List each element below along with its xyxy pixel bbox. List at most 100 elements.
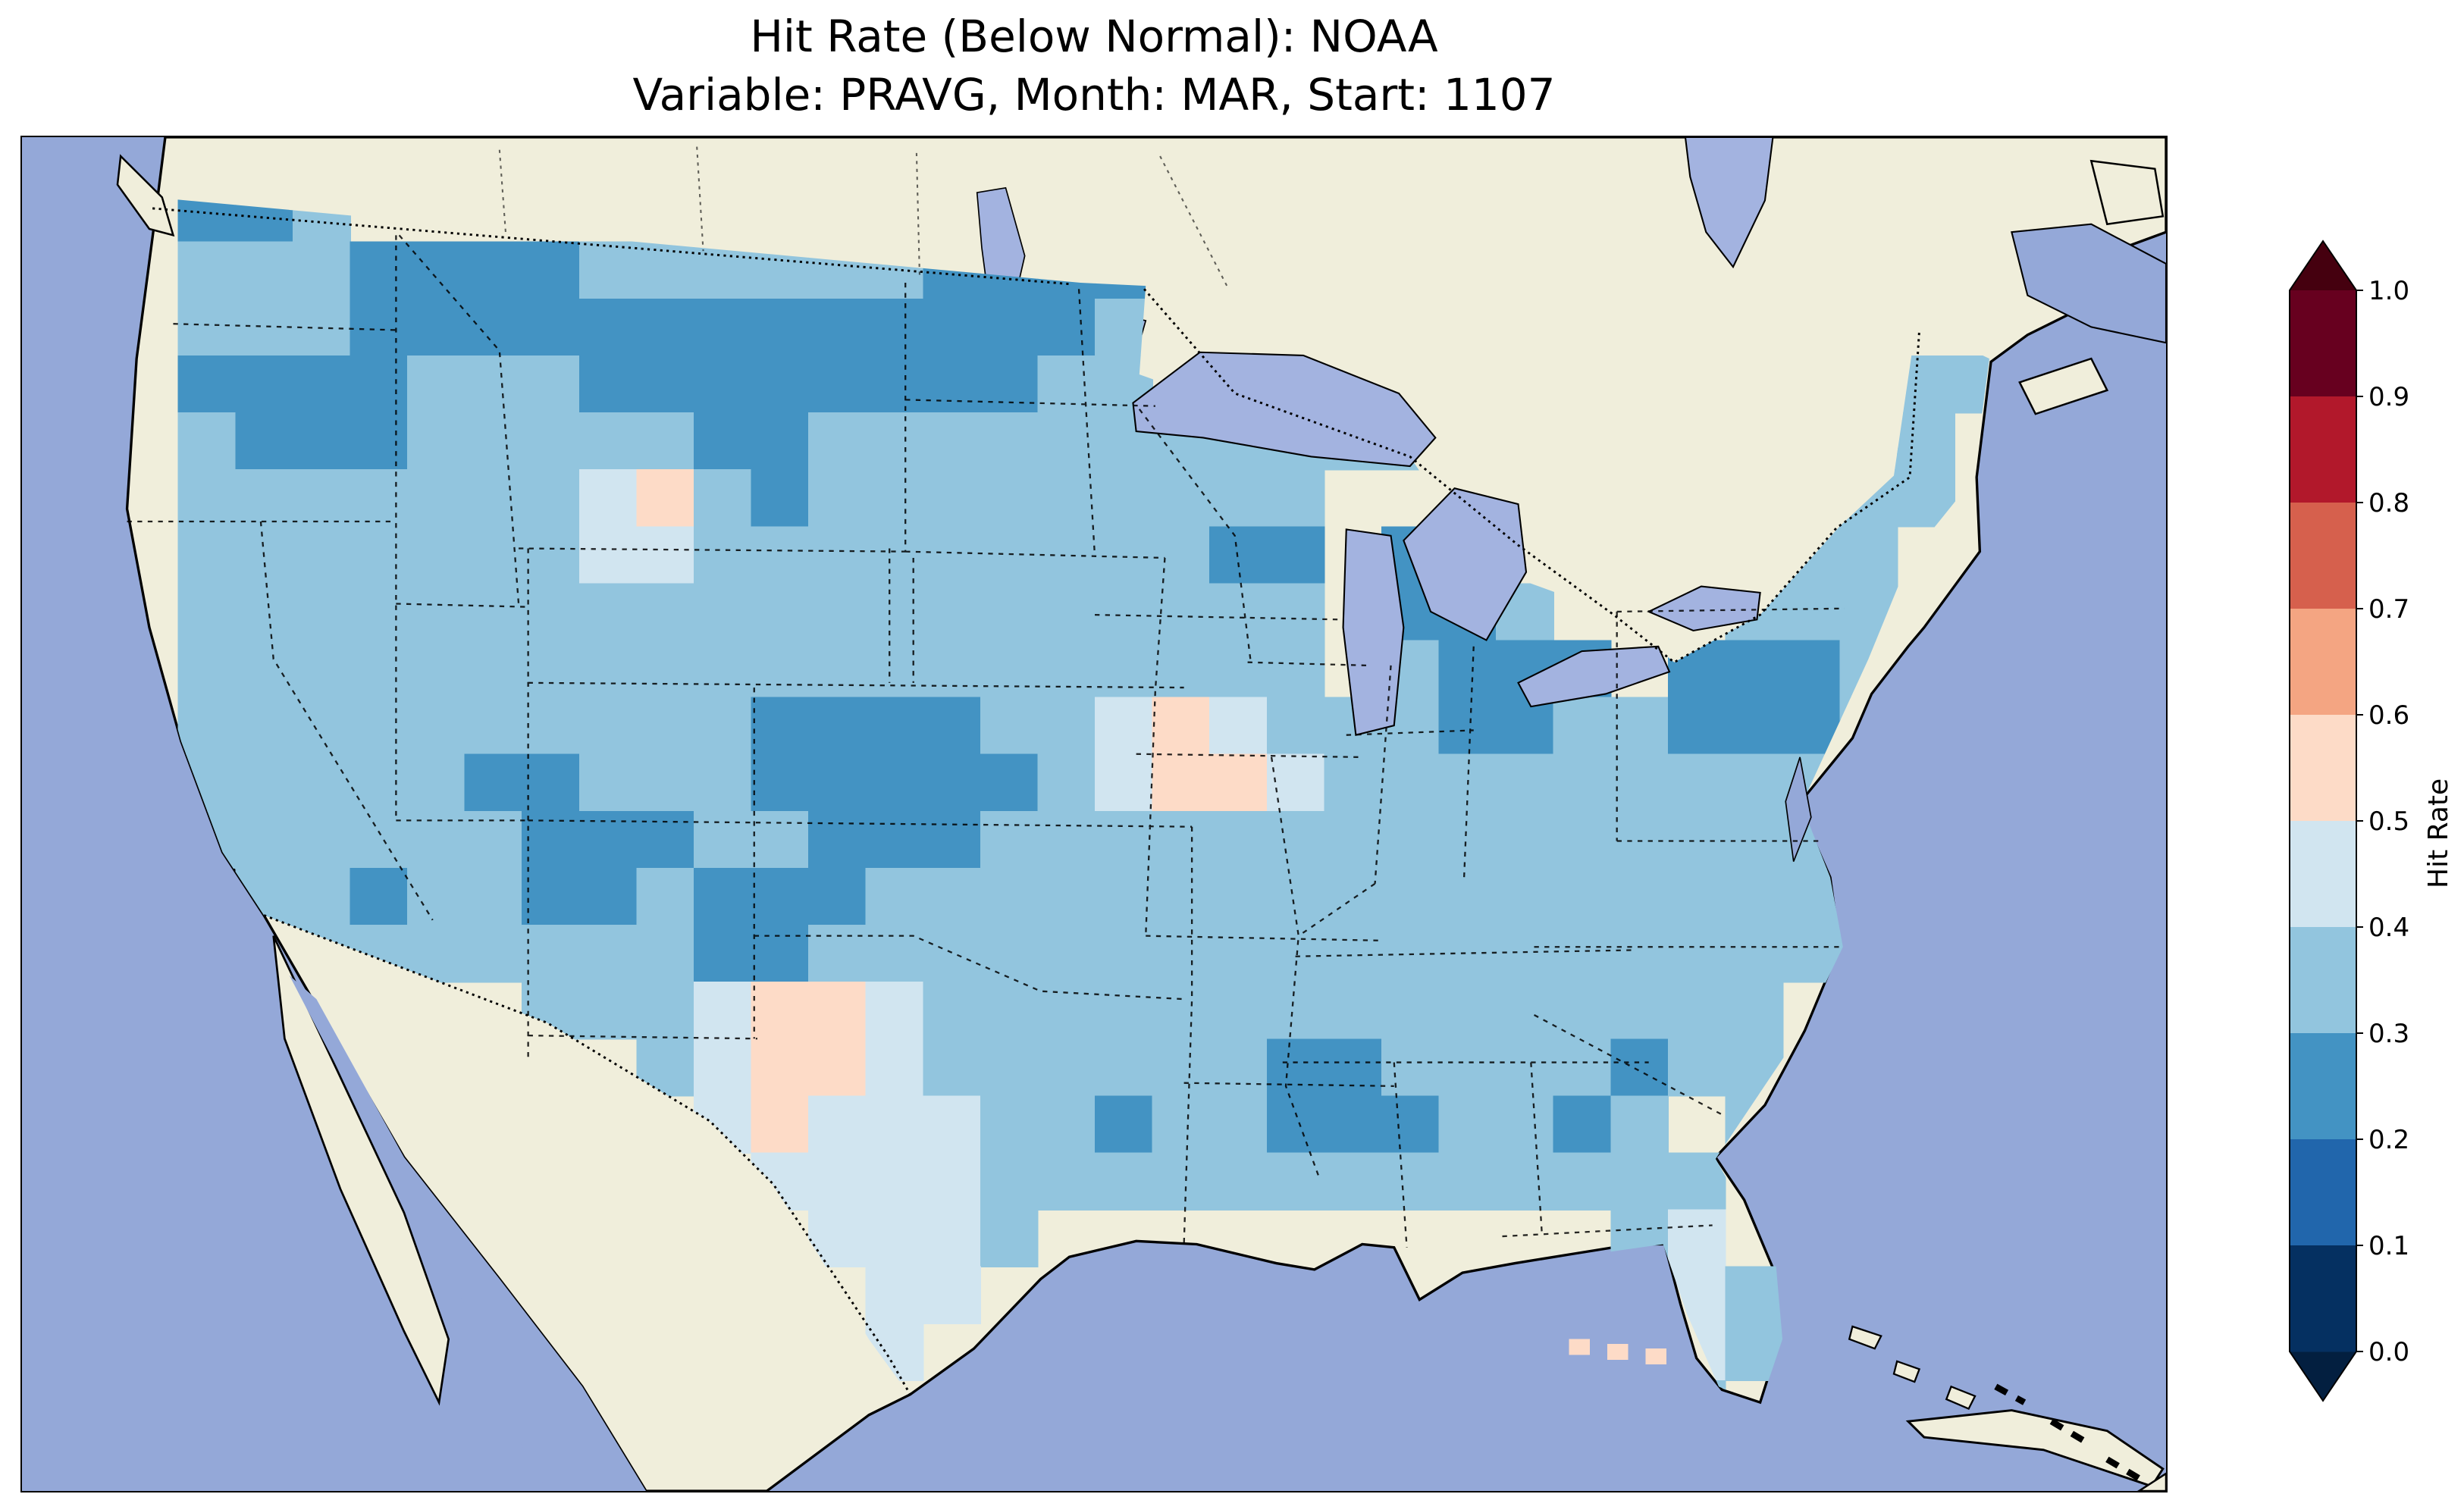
heatmap-cell	[980, 753, 1039, 813]
heatmap-cell	[292, 810, 351, 869]
heatmap-cell	[1438, 1038, 1497, 1097]
heatmap-cell	[1438, 982, 1497, 1040]
heatmap-cell	[751, 469, 810, 528]
heatmap-cell	[808, 925, 867, 983]
colorbar-tick-label: 0.4	[2368, 913, 2409, 943]
heatmap-cell	[1496, 1152, 1554, 1211]
heatmap-cell	[1209, 583, 1268, 641]
heatmap-cell	[865, 412, 924, 471]
heatmap-cell	[522, 697, 581, 755]
heatmap-cell	[636, 925, 695, 983]
heatmap-cell	[1496, 753, 1554, 813]
heatmap-cell	[522, 469, 581, 528]
heatmap-cell	[464, 412, 523, 471]
heatmap-cell	[1037, 867, 1096, 926]
heatmap-cell	[350, 241, 409, 300]
heatmap-cell	[407, 867, 466, 926]
heatmap-cell	[751, 412, 810, 471]
heatmap-cell	[1496, 697, 1554, 755]
heatmap-cell	[177, 412, 237, 471]
heatmap-cell	[1438, 867, 1497, 926]
heatmap-cell	[751, 810, 810, 869]
heatmap-cell	[407, 640, 466, 698]
heatmap-cell	[1553, 1095, 1612, 1154]
heatmap-cell	[1152, 697, 1211, 755]
heatmap-cell	[235, 469, 294, 528]
heatmap-cell	[464, 753, 523, 813]
heatmap-cell	[292, 469, 351, 528]
heatmap-cell	[923, 1095, 982, 1154]
heatmap-cell	[808, 640, 867, 698]
heatmap-cell	[350, 867, 409, 926]
heatmap-cell	[808, 867, 867, 926]
heatmap-cell	[808, 526, 867, 584]
heatmap-cell	[1381, 753, 1440, 813]
heatmap-cell	[350, 640, 409, 698]
heatmap-cell	[407, 925, 466, 983]
heatmap-cell	[980, 1038, 1039, 1097]
heatmap-cell	[808, 583, 867, 641]
heatmap-cell	[292, 355, 351, 414]
heatmap-cell	[1381, 982, 1440, 1040]
heatmap-cell	[693, 867, 752, 926]
heatmap-cell	[1095, 640, 1153, 698]
heatmap-cell	[808, 412, 867, 471]
heatmap-cell	[235, 810, 294, 869]
heatmap-cell	[1152, 753, 1211, 813]
heatmap-cell	[522, 867, 581, 926]
heatmap-cell	[1266, 469, 1325, 528]
heatmap-cell	[1725, 753, 1784, 813]
heatmap-cell	[1095, 583, 1153, 641]
heatmap-cell	[1037, 640, 1096, 698]
heatmap-cell	[1725, 810, 1784, 869]
heatmap-cell	[1152, 1095, 1211, 1154]
heatmap-cell	[808, 753, 867, 813]
heatmap-cell	[980, 355, 1039, 414]
heatmap-cell	[980, 526, 1039, 584]
heatmap-cell	[1095, 982, 1153, 1040]
heatmap-cell	[292, 867, 351, 926]
heatmap-cell	[235, 355, 294, 414]
heatmap-cell	[980, 469, 1039, 528]
colorbar-tick-label: 0.0	[2368, 1337, 2409, 1367]
lake-erie	[1517, 645, 1671, 708]
nova-scotia	[2018, 357, 2109, 415]
heatmap-cell	[636, 355, 695, 414]
heatmap-cell	[177, 197, 237, 243]
heatmap-cell	[1266, 1152, 1325, 1211]
heatmap-cell	[865, 925, 924, 983]
heatmap-cell	[1667, 1209, 1726, 1267]
heatmap-cell	[1610, 925, 1669, 983]
heatmap-cell	[808, 1152, 867, 1211]
heatmap-cell	[235, 640, 294, 698]
heatmap-cell	[693, 925, 752, 983]
heatmap-cell	[407, 810, 466, 869]
colorbar-tick-label: 0.1	[2368, 1231, 2409, 1261]
heatmap-cell	[407, 526, 466, 584]
baja-peninsula	[272, 935, 450, 1406]
heatmap-cell	[1037, 1038, 1096, 1097]
heatmap-cell	[522, 298, 581, 357]
heatmap-cell	[1095, 810, 1153, 869]
heatmap-cell	[1266, 583, 1325, 641]
heatmap-cell	[636, 697, 695, 755]
gulf-of-california	[289, 975, 646, 1491]
heatmap-cell	[1381, 810, 1440, 869]
heatmap-cell	[522, 640, 581, 698]
heatmap-cell	[235, 753, 294, 813]
colorbar-tick-label: 0.7	[2368, 594, 2409, 625]
heatmap-cell	[1037, 982, 1096, 1040]
heatmap-cell	[865, 697, 924, 755]
heatmap-cell	[980, 925, 1039, 983]
heatmap-cell	[693, 697, 752, 755]
colorbar-tick-label: 0.3	[2368, 1019, 2409, 1049]
heatmap-cell	[865, 1095, 924, 1154]
colorbar-segment	[2290, 927, 2356, 1034]
heatmap-cell	[1553, 982, 1612, 1040]
heatmap-cell	[177, 526, 237, 584]
heatmap-cell	[980, 1209, 1039, 1267]
heatmap-cell	[751, 583, 810, 641]
heatmap-cell	[578, 810, 638, 869]
heatmap-cell	[1782, 583, 1841, 641]
heatmap-cell	[808, 810, 867, 869]
